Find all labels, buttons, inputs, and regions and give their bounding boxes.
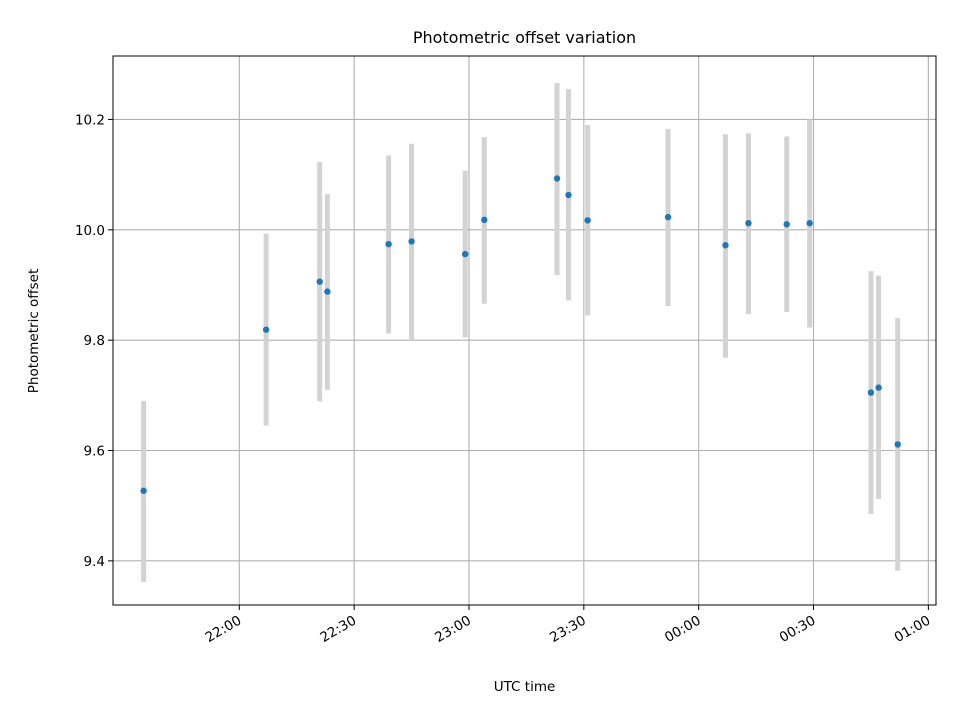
data-point xyxy=(745,219,752,227)
data-point xyxy=(262,326,270,333)
y-tick-label: 9.6 xyxy=(84,444,105,460)
y-tick-label: 10.2 xyxy=(75,112,105,128)
data-point xyxy=(806,219,813,227)
data-point xyxy=(140,487,147,494)
y-tick-label: 10.0 xyxy=(75,223,105,239)
data-point xyxy=(875,384,882,391)
data-point xyxy=(324,288,331,295)
data-point xyxy=(461,250,469,258)
data-points xyxy=(140,175,901,494)
data-point xyxy=(316,278,323,285)
data-point xyxy=(481,216,488,224)
data-point xyxy=(783,221,790,228)
chart-title: Photometric offset variation xyxy=(413,28,636,47)
y-tick-label: 9.8 xyxy=(84,333,105,349)
data-point xyxy=(867,389,875,396)
data-point xyxy=(553,175,561,182)
data-point xyxy=(408,238,415,245)
y-axis-label: Photometric offset xyxy=(26,269,42,393)
data-point xyxy=(584,217,591,224)
y-axis-ticks: 9.4 9.6 9.8 10.0 10.2 xyxy=(75,112,113,570)
data-point xyxy=(385,240,392,248)
data-point xyxy=(722,242,729,249)
y-tick-label: 9.4 xyxy=(84,554,105,570)
data-point xyxy=(565,191,572,199)
plot-frame xyxy=(112,55,937,606)
x-axis-label: UTC time xyxy=(494,679,556,695)
data-point xyxy=(894,441,901,448)
grid-lines xyxy=(113,56,936,605)
data-point xyxy=(664,213,672,221)
